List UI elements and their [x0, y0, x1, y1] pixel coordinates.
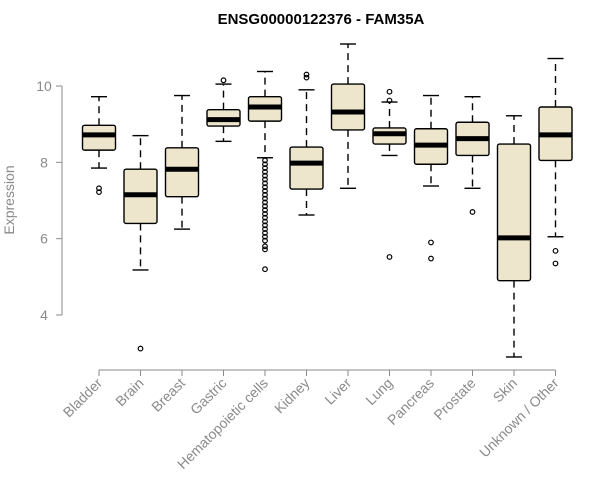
outlier-point [262, 230, 268, 236]
x-tick-label: Unknown / Other [476, 375, 562, 461]
box-unknown-other [538, 57, 573, 267]
outlier-point [220, 77, 227, 84]
outlier-point [137, 345, 144, 352]
box-pancreas [413, 94, 449, 262]
outlier-point [262, 218, 268, 225]
outlier-point [262, 161, 268, 168]
box-breast [164, 94, 200, 230]
box-iqr [330, 83, 366, 131]
outlier-point [262, 168, 268, 175]
outlier-point [262, 172, 268, 179]
outlier-point [262, 165, 268, 171]
x-tick-label: Skin [490, 375, 521, 406]
x-tick-label: Prostate [430, 375, 478, 423]
outlier-point [262, 214, 268, 221]
outlier-point [262, 199, 268, 206]
outlier-point [386, 97, 393, 104]
outlier-point [262, 180, 268, 187]
outlier-point [386, 254, 393, 260]
box-iqr [496, 143, 532, 282]
x-tick-label: Lung [362, 375, 395, 408]
outlier-point [262, 207, 268, 213]
y-tick-label: 10 [36, 78, 52, 94]
outlier-point [96, 185, 102, 192]
y-tick-label: 8 [40, 154, 48, 170]
y-tick-label: 4 [40, 307, 48, 323]
box-brain [123, 134, 158, 352]
x-tick-label: Liver [321, 375, 354, 408]
outlier-point [386, 88, 393, 95]
box-prostate [455, 95, 490, 215]
outlier-point [552, 260, 559, 267]
box-skin [496, 115, 532, 358]
boxes-group [81, 43, 573, 358]
outlier-point [262, 222, 268, 229]
outlier-point [552, 247, 559, 254]
box-hematopoietic-cells [247, 70, 283, 273]
outlier-point [262, 195, 268, 202]
y-axis: 4 6 8 10 [36, 78, 63, 323]
outlier-point [262, 233, 268, 240]
x-tick-label: Bladder [60, 375, 106, 421]
outlier-point [428, 255, 434, 262]
outlier-point [262, 188, 268, 194]
box-iqr [81, 124, 117, 151]
y-tick-label: 6 [40, 231, 48, 247]
outlier-point [262, 203, 268, 210]
outlier-point [262, 246, 268, 253]
outlier-point [303, 71, 310, 78]
outlier-point [262, 210, 268, 217]
box-iqr [164, 147, 200, 198]
box-lung [372, 88, 407, 260]
box-liver [330, 43, 366, 189]
x-tick-label: Kidney [271, 375, 313, 417]
chart-title: ENSG00000122376 - FAM35A [218, 11, 425, 28]
outlier-point [303, 74, 310, 81]
box-bladder [81, 95, 117, 196]
outlier-point [262, 266, 268, 273]
x-tick-label: Brain [112, 375, 146, 409]
outlier-point [262, 184, 268, 191]
y-axis-label: Expression [1, 165, 17, 234]
outlier-point [262, 191, 268, 198]
outlier-point [469, 209, 476, 215]
box-gastric [206, 77, 241, 143]
outlier-point [428, 239, 434, 246]
outlier-point [262, 176, 268, 183]
outlier-point [262, 237, 268, 244]
outlier-point [262, 226, 268, 233]
x-tick-label: Breast [148, 375, 188, 415]
outlier-point [262, 157, 268, 164]
box-iqr [289, 146, 324, 190]
box-kidney [289, 71, 324, 216]
outlier-point [96, 189, 102, 196]
outlier-point [262, 243, 268, 250]
